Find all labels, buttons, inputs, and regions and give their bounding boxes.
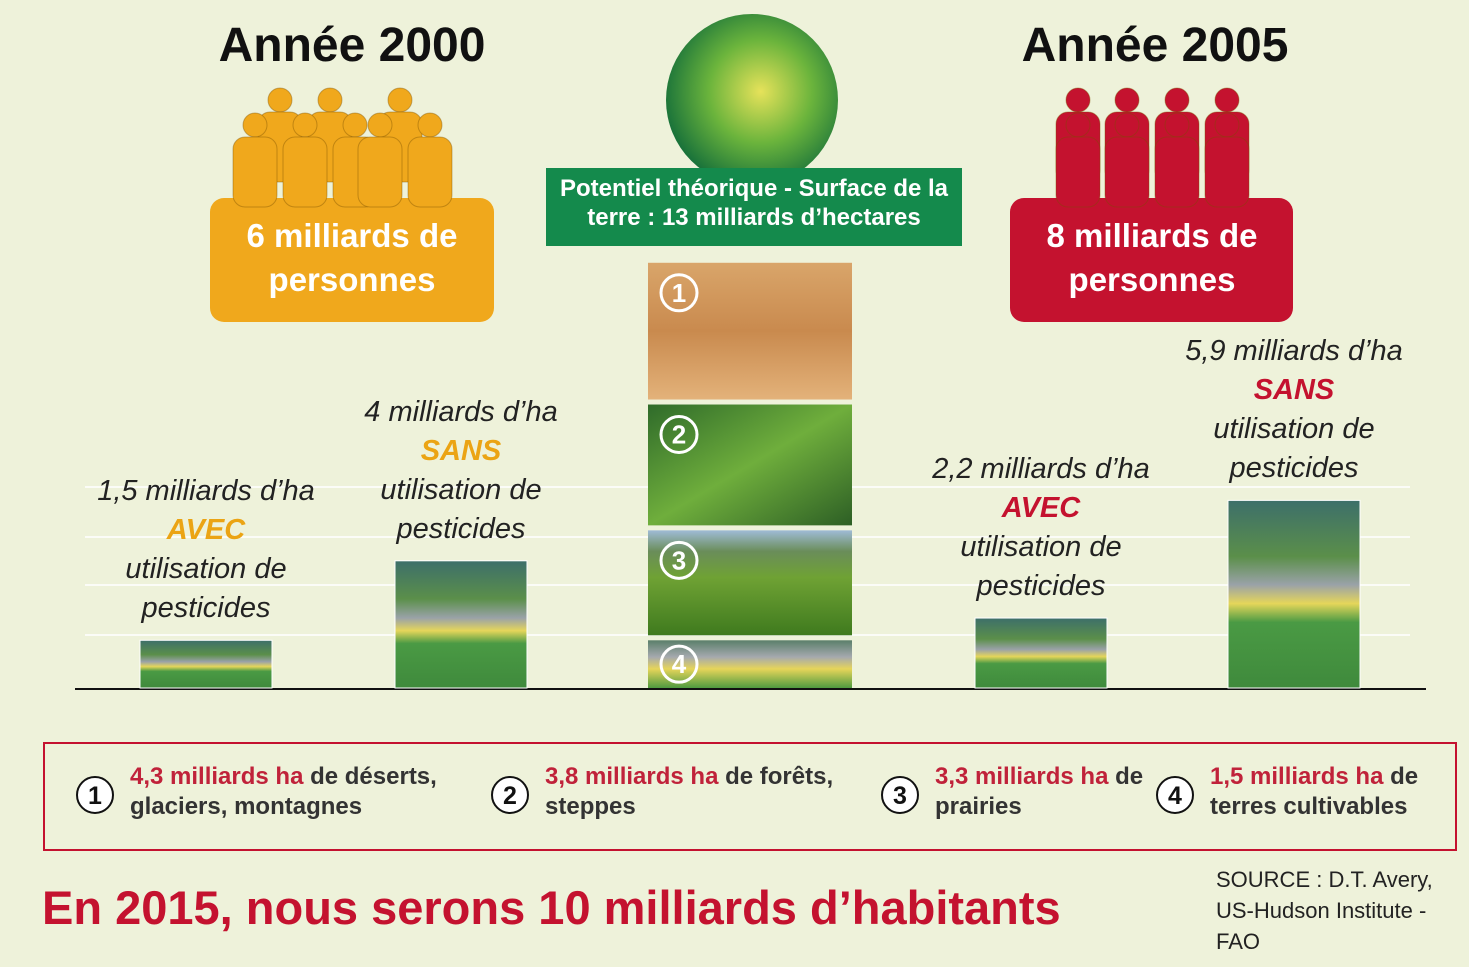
legend-amount: 1,5 milliards ha [1210, 763, 1383, 790]
segment-number: 1 [672, 278, 686, 308]
bar-text: utilisation de pesticides [66, 550, 346, 628]
bar-amount: 4 milliards d’ha [321, 393, 601, 432]
person-head [368, 113, 392, 137]
people-2005: 8 milliards de personnes [1032, 214, 1272, 302]
person-head [318, 88, 342, 112]
person-head [1165, 113, 1189, 137]
legend-number: 3 [893, 782, 907, 810]
segment-number: 3 [672, 545, 686, 575]
title-2005: Année 2005 [955, 18, 1355, 73]
legend-item: 3,3 milliards ha de prairies [935, 762, 1145, 822]
bar-text: utilisation de pesticides [901, 528, 1181, 606]
person-body [283, 137, 327, 207]
person-head [1066, 113, 1090, 137]
person-head [1115, 113, 1139, 137]
person-head [1215, 113, 1239, 137]
bar [395, 561, 527, 688]
bar [1228, 500, 1360, 688]
bar-text: utilisation de pesticides [321, 471, 601, 549]
person-head [243, 113, 267, 137]
person-body [233, 137, 277, 207]
person-body [408, 137, 452, 207]
bar-text: utilisation de pesticides [1154, 410, 1434, 488]
bar [140, 640, 272, 688]
source: SOURCE : D.T. Avery, US-Hudson Institute… [1216, 864, 1469, 957]
legend-item: 1,5 milliards ha de terres cultivables [1210, 762, 1469, 822]
bar-amount: 1,5 milliards d’ha [66, 472, 346, 511]
bar-keyword: AVEC [901, 489, 1181, 528]
potential-text: Potentiel théorique - Surface de la terr… [552, 174, 956, 232]
segment-number: 2 [672, 420, 686, 450]
person-head [1165, 88, 1189, 112]
bar-keyword: SANS [1154, 371, 1434, 410]
person-body [1205, 137, 1249, 207]
bar-amount: 5,9 milliards d’ha [1154, 332, 1434, 371]
bar-keyword: AVEC [66, 511, 346, 550]
legend-number: 1 [88, 782, 102, 810]
person-head [268, 88, 292, 112]
legend-item: 3,8 milliards ha de forêts, steppes [545, 762, 865, 822]
person-head [418, 113, 442, 137]
bar [975, 618, 1107, 688]
infographic: 4 3 2 1 1 2 3 4 Année 2000 Année 2005 6 milliar… [0, 0, 1469, 967]
legend-item: 4,3 milliards ha de déserts, glaciers, m… [130, 762, 470, 822]
legend-amount: 3,3 milliards ha [935, 763, 1108, 790]
person-head [343, 113, 367, 137]
person-body [1155, 137, 1199, 207]
person-head [293, 113, 317, 137]
person-body [358, 137, 402, 207]
person-head [1066, 88, 1090, 112]
bar-amount: 2,2 milliards d’ha [901, 450, 1181, 489]
segment-number: 4 [672, 649, 687, 679]
person-head [1115, 88, 1139, 112]
headline: En 2015, nous serons 10 milliards d’habi… [42, 880, 1061, 935]
legend-number: 4 [1168, 782, 1182, 810]
person-body [1056, 137, 1100, 207]
person-body [1105, 137, 1149, 207]
legend-amount: 4,3 milliards ha [130, 763, 303, 790]
legend-amount: 3,8 milliards ha [545, 763, 718, 790]
globe [666, 14, 838, 186]
title-2000: Année 2000 [152, 18, 552, 73]
legend-number: 2 [503, 782, 517, 810]
person-head [1215, 88, 1239, 112]
bar-keyword: SANS [321, 432, 601, 471]
person-head [388, 88, 412, 112]
people-2000: 6 milliards de personnes [232, 214, 472, 302]
